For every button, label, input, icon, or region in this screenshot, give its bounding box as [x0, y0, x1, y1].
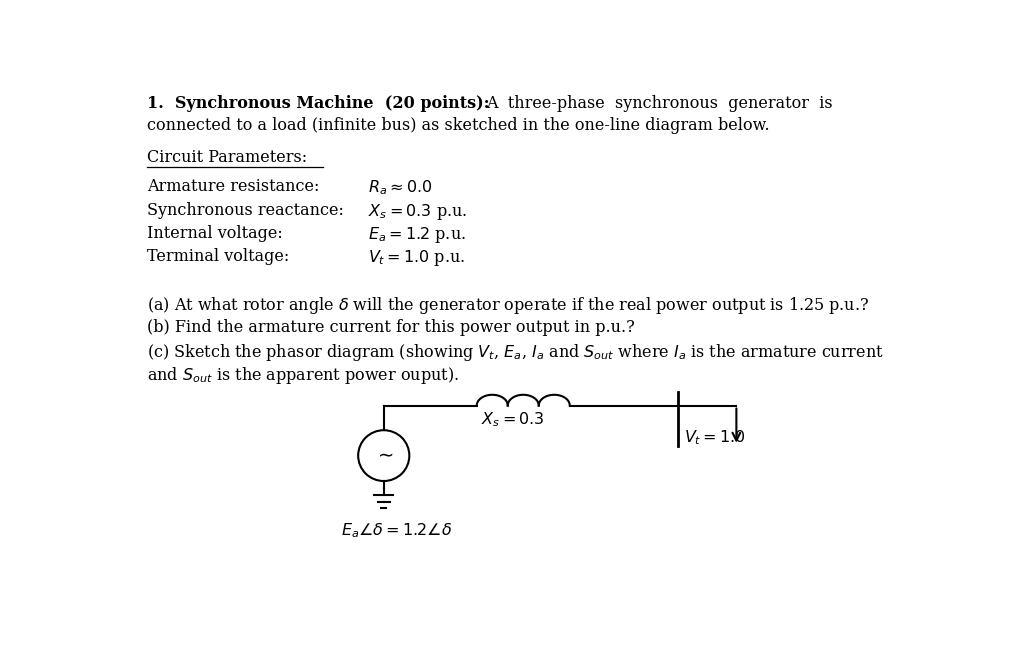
Text: (c) Sketch the phasor diagram (showing $V_t$, $E_a$, $I_a$ and $S_{out}$ where $: (c) Sketch the phasor diagram (showing $…	[147, 341, 884, 362]
Text: Internal voltage:: Internal voltage:	[147, 225, 283, 242]
Text: Armature resistance:: Armature resistance:	[147, 179, 319, 196]
Text: Circuit Parameters:: Circuit Parameters:	[147, 149, 307, 166]
Text: $E_a\angle\delta = 1.2\angle\delta$: $E_a\angle\delta = 1.2\angle\delta$	[341, 521, 453, 540]
Text: $E_a=1.2$ p.u.: $E_a=1.2$ p.u.	[369, 225, 466, 244]
Text: and $S_{out}$ is the apparent power ouput).: and $S_{out}$ is the apparent power oupu…	[147, 364, 460, 386]
Text: (b) Find the armature current for this power output in p.u.?: (b) Find the armature current for this p…	[147, 318, 635, 335]
Text: $X_s = 0.3$: $X_s = 0.3$	[480, 410, 544, 429]
Text: $V_t = 1.0$: $V_t = 1.0$	[684, 428, 746, 447]
Text: 1.  Synchronous Machine  (20 points):: 1. Synchronous Machine (20 points):	[147, 96, 490, 112]
Text: (a) At what rotor angle $\delta$ will the generator operate if the real power ou: (a) At what rotor angle $\delta$ will th…	[147, 295, 869, 316]
Text: Synchronous reactance:: Synchronous reactance:	[147, 202, 344, 219]
Text: $V_t=1.0$ p.u.: $V_t=1.0$ p.u.	[369, 248, 466, 268]
Text: A  three-phase  synchronous  generator  is: A three-phase synchronous generator is	[486, 96, 833, 112]
Text: $X_s=0.3$ p.u.: $X_s=0.3$ p.u.	[369, 202, 468, 221]
Text: $R_a\approx 0.0$: $R_a\approx 0.0$	[369, 179, 432, 197]
Text: connected to a load (infinite bus) as sketched in the one-line diagram below.: connected to a load (infinite bus) as sk…	[147, 117, 770, 134]
Text: Terminal voltage:: Terminal voltage:	[147, 248, 290, 265]
Text: $\sim$: $\sim$	[374, 445, 394, 463]
